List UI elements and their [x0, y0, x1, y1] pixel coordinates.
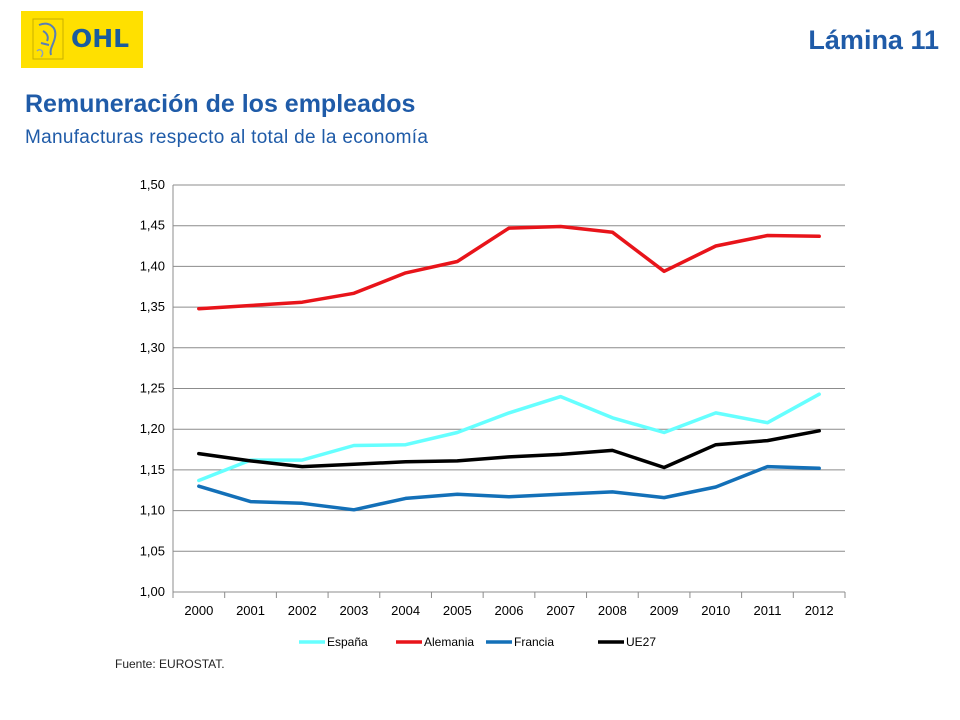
y-tick-label: 1,05	[140, 543, 165, 558]
ohl-logo: OHL	[21, 11, 143, 68]
y-tick-label: 1,10	[140, 503, 165, 518]
logo-text: OHL	[71, 24, 130, 53]
y-tick-label: 1,20	[140, 421, 165, 436]
page-subtitle: Manufacturas respecto al total de la eco…	[25, 127, 429, 148]
y-tick-label: 1,50	[140, 177, 165, 192]
x-tick-label: 2002	[288, 603, 317, 618]
source-note: Fuente: EUROSTAT.	[115, 657, 225, 671]
x-tick-label: 2009	[650, 603, 679, 618]
series-line-españa	[197, 392, 821, 483]
y-tick-label: 1,40	[140, 258, 165, 273]
x-tick-label: 2000	[184, 603, 213, 618]
legend-label: Francia	[514, 635, 554, 649]
x-tick-label: 2012	[805, 603, 834, 618]
x-tick-label: 2010	[701, 603, 730, 618]
x-tick-label: 2007	[546, 603, 575, 618]
page-title: Remuneración de los empleados	[25, 90, 416, 118]
legend-label: España	[327, 635, 368, 649]
logo-face-icon	[32, 18, 64, 60]
slide-number: Lámina 11	[808, 25, 939, 55]
x-tick-label: 2005	[443, 603, 472, 618]
y-tick-label: 1,15	[140, 462, 165, 477]
x-tick-label: 2011	[753, 603, 781, 618]
y-tick-label: 1,35	[140, 299, 165, 314]
y-tick-label: 1,25	[140, 381, 165, 396]
y-tick-label: 1,45	[140, 218, 165, 233]
legend-label: UE27	[626, 635, 656, 649]
x-tick-label: 2003	[339, 603, 368, 618]
x-tick-label: 2008	[598, 603, 627, 618]
x-tick-label: 2006	[495, 603, 524, 618]
x-tick-label: 2004	[391, 603, 420, 618]
legend-label: Alemania	[424, 635, 474, 649]
y-tick-label: 1,30	[140, 340, 165, 355]
x-tick-label: 2001	[236, 603, 265, 618]
series-line-alemania	[197, 224, 821, 311]
y-tick-label: 1,00	[140, 584, 165, 599]
series-line-francia	[197, 464, 821, 512]
series-line-ue27	[197, 429, 821, 470]
